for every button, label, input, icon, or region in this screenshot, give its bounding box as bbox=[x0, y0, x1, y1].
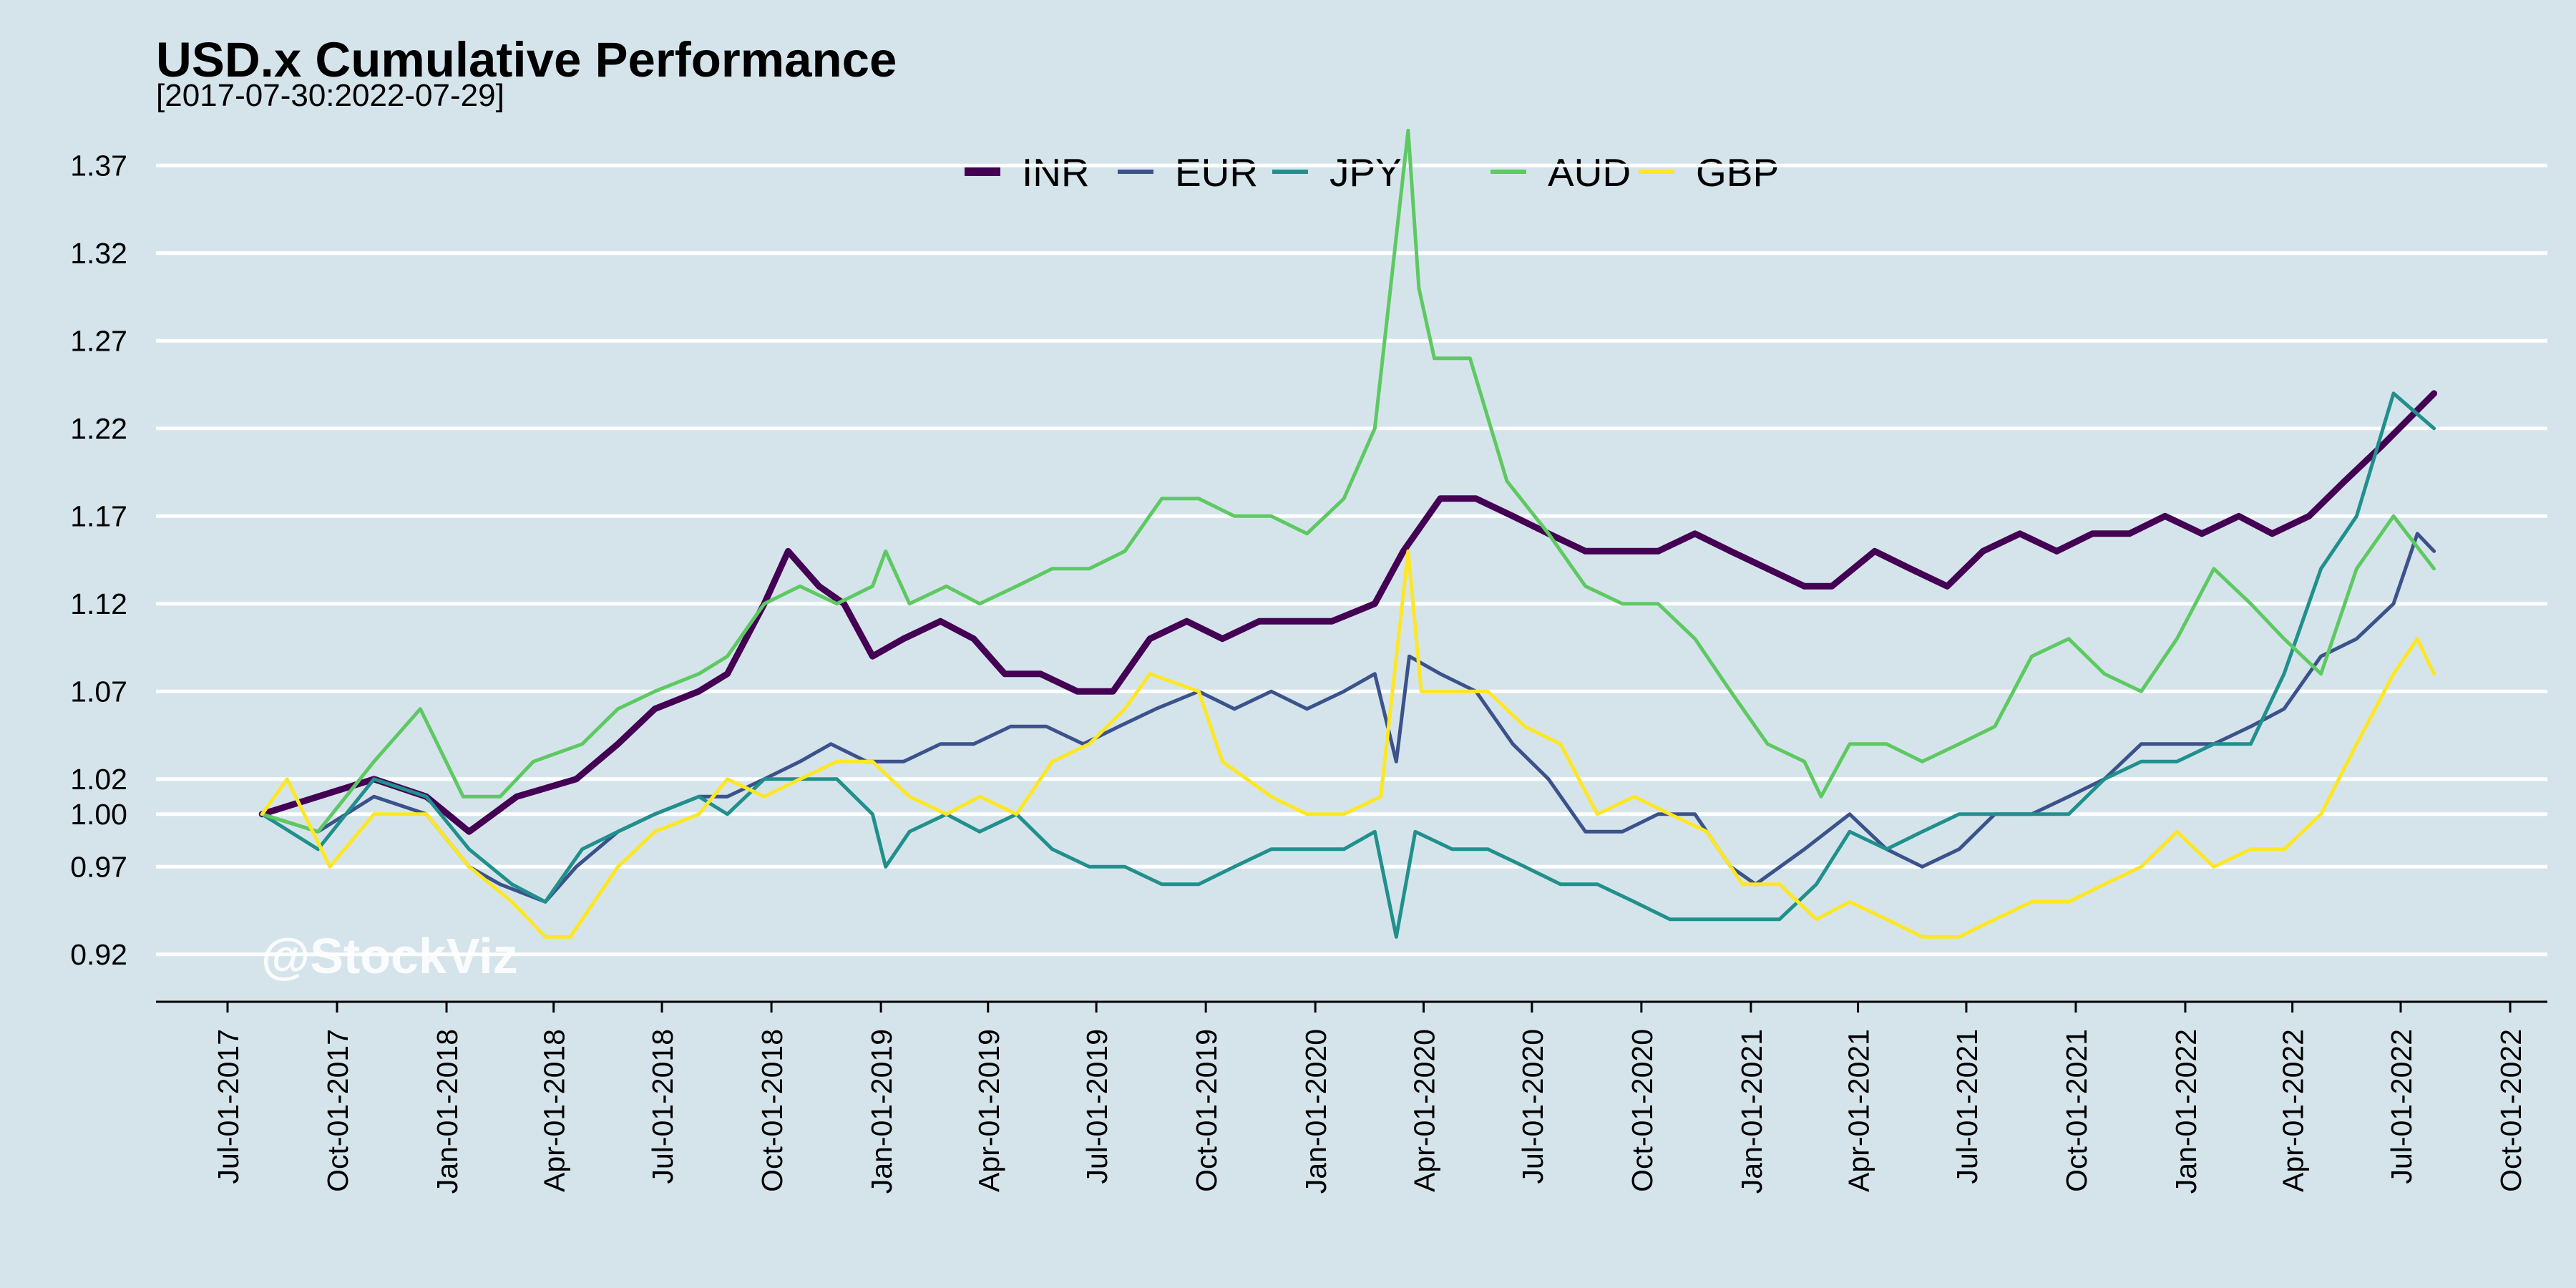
x-tick-label: Jul-01-2020 bbox=[1516, 1029, 1549, 1184]
y-tick-label: 1.12 bbox=[70, 587, 127, 620]
series-line-inr bbox=[258, 390, 2438, 835]
x-tick-label: Oct-01-2021 bbox=[2060, 1029, 2093, 1192]
y-tick-label: 1.07 bbox=[70, 675, 127, 708]
x-tick-label: Jul-01-2018 bbox=[646, 1029, 679, 1184]
legend-label-aud: AUD bbox=[1548, 150, 1631, 195]
x-tick-label: Apr-01-2020 bbox=[1408, 1029, 1441, 1192]
x-tick-label: Apr-01-2018 bbox=[538, 1029, 571, 1192]
legend-label-eur: EUR bbox=[1175, 150, 1258, 195]
x-tick-label: Jul-01-2017 bbox=[212, 1029, 245, 1184]
chart-title: USD.x Cumulative Performance bbox=[156, 32, 897, 87]
watermark: @StockViz bbox=[261, 928, 518, 984]
x-tick-label: Oct-01-2020 bbox=[1626, 1029, 1659, 1192]
legend-label-gbp: GBP bbox=[1696, 150, 1779, 195]
x-tick-label: Jan-01-2019 bbox=[865, 1029, 898, 1194]
series-line-gbp bbox=[260, 549, 2436, 939]
x-tick-label: Jul-01-2021 bbox=[1951, 1029, 1984, 1184]
x-tick-label: Apr-01-2019 bbox=[972, 1029, 1005, 1192]
series-lines bbox=[258, 128, 2438, 939]
y-tick-label: 1.37 bbox=[70, 149, 127, 182]
y-tick-label: 1.32 bbox=[70, 237, 127, 270]
y-tick-label: 1.17 bbox=[70, 499, 127, 532]
chart-subtitle: [2017-07-30:2022-07-29] bbox=[156, 78, 504, 113]
x-tick-label: Jan-01-2021 bbox=[1735, 1029, 1768, 1194]
legend-label-jpy: JPY bbox=[1330, 150, 1402, 195]
y-tick-label: 1.00 bbox=[70, 798, 127, 831]
y-tick-label: 0.92 bbox=[70, 938, 127, 971]
x-tick-label: Oct-01-2019 bbox=[1190, 1029, 1223, 1192]
gridlines bbox=[156, 163, 2547, 957]
x-tick-label: Jan-01-2018 bbox=[431, 1029, 464, 1194]
x-tick-label: Apr-01-2021 bbox=[1843, 1029, 1875, 1192]
x-tick-label: Apr-01-2022 bbox=[2277, 1029, 2310, 1192]
legend: INR EUR JPY AUD GBP bbox=[965, 150, 1779, 195]
y-axis-ticks: 0.92 0.97 1.001.02 1.07 1.12 1.17 1.22 1.27 1.32… bbox=[70, 149, 127, 971]
x-tick-label: Jan-01-2022 bbox=[2170, 1029, 2202, 1194]
x-tick-label: Oct-01-2017 bbox=[321, 1029, 354, 1192]
series-line-jpy bbox=[260, 391, 2436, 939]
x-tick-label: Oct-01-2022 bbox=[2494, 1029, 2527, 1192]
series-line-aud bbox=[260, 128, 2436, 834]
y-tick-label: 1.27 bbox=[70, 324, 127, 357]
x-tick-label: Jul-01-2022 bbox=[2385, 1029, 2418, 1184]
y-tick-label: 0.97 bbox=[70, 850, 127, 883]
y-tick-label: 1.22 bbox=[70, 412, 127, 445]
legend-label-inr: INR bbox=[1022, 150, 1090, 195]
x-tick-label: Oct-01-2018 bbox=[756, 1029, 789, 1192]
x-tick-label: Jul-01-2019 bbox=[1080, 1029, 1113, 1184]
y-tick-label: 1.02 bbox=[70, 763, 127, 796]
x-tick-label: Jan-01-2020 bbox=[1299, 1029, 1332, 1194]
x-axis-ticks: Jul-01-2017 Oct-01-2017 Jan-01-2018 Apr-01-… bbox=[212, 1002, 2527, 1194]
